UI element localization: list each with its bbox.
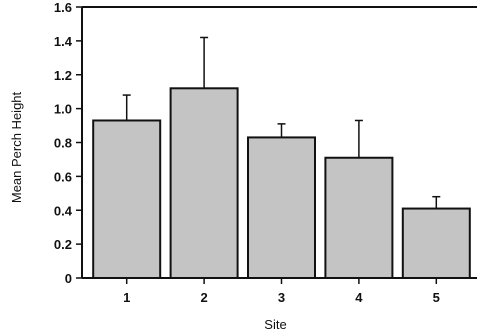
y-tick-label: 1.0 xyxy=(54,102,72,117)
x-tick-label: 5 xyxy=(433,290,440,305)
y-axis-title: Mean Perch Height xyxy=(9,91,24,203)
y-tick-label: 0.4 xyxy=(54,203,73,218)
error-bars xyxy=(122,36,441,209)
x-tick-label: 4 xyxy=(355,290,363,305)
x-tick-label: 2 xyxy=(200,290,207,305)
bars xyxy=(92,87,471,279)
x-tick-label: 1 xyxy=(123,290,130,305)
bar xyxy=(324,156,394,279)
y-tick-label: 0.2 xyxy=(54,237,72,252)
x-axis-title: Site xyxy=(264,317,286,332)
y-tick-marks xyxy=(76,6,82,279)
bar xyxy=(169,87,239,279)
y-tick-label: 1.4 xyxy=(54,34,73,49)
y-tick-label: 0 xyxy=(65,271,72,286)
bar xyxy=(247,136,316,279)
y-tick-label: 1.2 xyxy=(54,68,72,83)
y-tick-label: 0.8 xyxy=(54,136,72,151)
y-tick-labels: 0 0.2 0.4 0.6 0.8 1.0 1.2 1.4 1.6 xyxy=(54,0,73,286)
bar xyxy=(401,207,471,279)
x-tick-label: 3 xyxy=(278,290,285,305)
x-tick-labels: 1 2 3 4 5 xyxy=(123,290,440,305)
y-tick-label: 0.6 xyxy=(54,169,72,184)
bar xyxy=(92,119,162,279)
y-tick-label: 1.6 xyxy=(54,0,72,15)
